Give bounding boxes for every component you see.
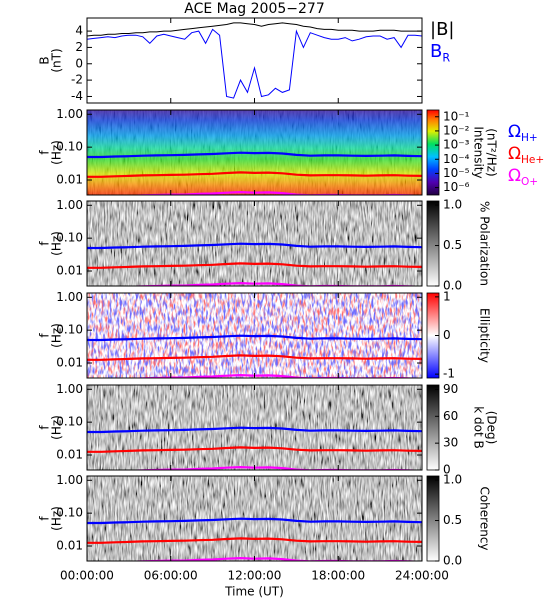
- y-tick-label: 0.01: [56, 264, 83, 278]
- colorbar-label: Ellipticity: [478, 308, 492, 363]
- y-tick-label: 0: [75, 56, 83, 70]
- legend-entry: ΩO+: [508, 166, 538, 188]
- colorbar-label: Coherency: [478, 486, 492, 550]
- colorbar-tick-label: 0.0: [443, 554, 462, 568]
- legend-subscript: R: [442, 51, 450, 64]
- legend-name: Ω: [508, 122, 521, 142]
- legend-name: |B|: [430, 19, 454, 40]
- series-line: [87, 22, 422, 37]
- colorbar-label: (Deg): [485, 411, 499, 445]
- colorbar-label: Intensity: [472, 126, 486, 178]
- colorbar: [426, 384, 440, 471]
- colorbar-tick-label: 0: [443, 328, 451, 342]
- colorbar-tick-label: 10⁻¹: [443, 109, 470, 123]
- colorbar-label: % Polarization: [478, 201, 492, 286]
- y-tick-label: 1.00: [56, 290, 83, 304]
- series-line: [87, 517, 422, 525]
- colorbar-label: k dot B: [472, 406, 486, 448]
- y-axis-label: (Hz): [50, 323, 64, 348]
- colorbar-tick-label: 1.0: [443, 473, 462, 487]
- y-axis-label: f: [38, 333, 52, 338]
- colorbar: [426, 200, 440, 287]
- series-line: [87, 151, 422, 159]
- y-tick-label: 2: [75, 40, 83, 54]
- colorbar: [426, 109, 440, 196]
- y-tick-label: 0.01: [56, 173, 83, 187]
- series-line: [87, 354, 422, 361]
- legend-subscript: He+: [521, 154, 544, 166]
- colorbar-tick-label: 0.0: [443, 279, 462, 293]
- chart-title: ACE Mag 2005−277: [184, 1, 324, 17]
- y-tick-label: 4: [75, 24, 83, 38]
- y-axis-label: (nT): [50, 48, 64, 72]
- colorbar-tick-label: 10⁻⁵: [443, 166, 470, 180]
- y-axis-label: (Hz): [50, 415, 64, 440]
- y-tick-label: 0.10: [56, 323, 83, 337]
- colorbar-tick-label: 1: [443, 289, 451, 303]
- y-axis-label: (Hz): [50, 506, 64, 531]
- y-tick-label: 1.00: [56, 107, 83, 121]
- y-tick-label: 0.10: [56, 506, 83, 520]
- series-line: [87, 262, 422, 269]
- legend-name: Ω: [508, 144, 521, 164]
- x-tick-label: 18:00:00: [311, 569, 365, 583]
- x-tick-label: 06:00:00: [144, 569, 198, 583]
- y-axis-label: f: [38, 150, 52, 155]
- y-axis-label: f: [38, 425, 52, 430]
- colorbar: [426, 475, 440, 562]
- y-axis-label: (Hz): [50, 231, 64, 256]
- colorbar-tick-label: 1.0: [443, 198, 462, 212]
- series-line: [87, 334, 422, 342]
- colorbar-tick-label: 30: [443, 436, 458, 450]
- x-tick-label: 00:00:00: [60, 569, 114, 583]
- x-axis-label: Time (UT): [224, 585, 284, 599]
- y-tick-label: -4: [71, 89, 83, 103]
- x-tick-label: 24:00:00: [395, 569, 449, 583]
- y-tick-label: 0.10: [56, 231, 83, 245]
- colorbar-tick-label: 10⁻²: [443, 123, 470, 137]
- colorbar-tick-label: 0: [443, 463, 451, 477]
- legend-entry: ΩHe+: [508, 144, 544, 166]
- series-line: [87, 446, 422, 453]
- colorbar-tick-label: 90: [443, 382, 458, 396]
- colorbar-tick-label: 0.5: [443, 238, 462, 252]
- y-tick-label: -2: [71, 73, 83, 87]
- y-tick-label: 0.01: [56, 448, 83, 462]
- y-axis-label: f: [38, 516, 52, 521]
- colorbar-tick-label: 10⁻³: [443, 138, 470, 152]
- y-tick-label: 1.00: [56, 473, 83, 487]
- series-line: [87, 28, 422, 99]
- series-line: [87, 242, 422, 250]
- colorbar-tick-label: 0.5: [443, 513, 462, 527]
- y-tick-label: 1.00: [56, 198, 83, 212]
- y-tick-label: 0.01: [56, 539, 83, 553]
- legend-subscript: H+: [521, 132, 538, 144]
- colorbar-tick-label: -1: [443, 367, 455, 381]
- legend-entry: BR: [430, 41, 450, 64]
- colorbar-tick-label: 10⁻⁶: [443, 180, 470, 194]
- series-line: [87, 171, 422, 178]
- series-line: [87, 426, 422, 434]
- y-axis-label: f: [38, 241, 52, 246]
- legend-subscript: O+: [521, 176, 538, 188]
- colorbar-label: (nT²/Hz): [485, 128, 499, 176]
- y-tick-label: 0.01: [56, 356, 83, 370]
- series-line: [87, 537, 422, 544]
- y-tick-label: 1.00: [56, 382, 83, 396]
- y-axis-label: B: [38, 56, 52, 64]
- legend-name: B: [430, 41, 442, 62]
- colorbar-tick-label: 10⁻⁴: [443, 152, 470, 166]
- y-axis-label: (Hz): [50, 140, 64, 165]
- legend-name: Ω: [508, 166, 521, 186]
- legend-entry: ΩH+: [508, 122, 538, 144]
- x-tick-label: 12:00:00: [228, 569, 282, 583]
- legend-entry: |B|: [430, 19, 454, 40]
- y-tick-label: 0.10: [56, 140, 83, 154]
- y-tick-label: 0.10: [56, 415, 83, 429]
- colorbar-tick-label: 60: [443, 409, 458, 423]
